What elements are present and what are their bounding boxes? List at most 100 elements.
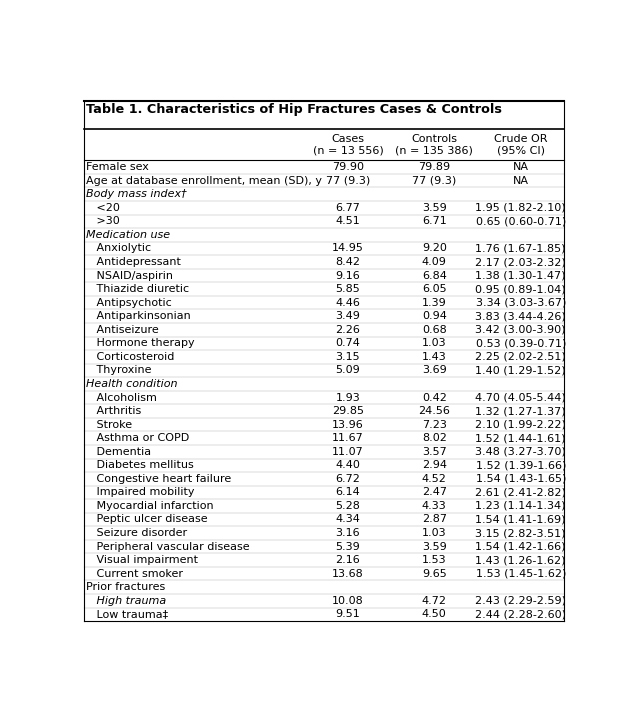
Text: Arthritis: Arthritis xyxy=(87,406,142,416)
Text: 1.54 (1.41-1.69): 1.54 (1.41-1.69) xyxy=(475,515,566,524)
Text: 1.40 (1.29-1.52): 1.40 (1.29-1.52) xyxy=(475,365,566,375)
Text: Table 1. Characteristics of Hip Fractures Cases & Controls: Table 1. Characteristics of Hip Fracture… xyxy=(87,103,502,116)
Text: 10.08: 10.08 xyxy=(332,596,364,606)
Text: 2.16: 2.16 xyxy=(336,555,360,565)
Text: 4.34: 4.34 xyxy=(336,515,360,524)
Text: Impaired mobility: Impaired mobility xyxy=(87,487,195,498)
Text: 6.71: 6.71 xyxy=(422,216,447,227)
Text: 6.84: 6.84 xyxy=(422,270,447,281)
Text: 1.52 (1.44-1.61): 1.52 (1.44-1.61) xyxy=(475,433,566,444)
Text: 1.76 (1.67-1.85): 1.76 (1.67-1.85) xyxy=(475,244,566,253)
Text: 24.56: 24.56 xyxy=(418,406,450,416)
Text: 2.43 (2.29-2.59): 2.43 (2.29-2.59) xyxy=(475,596,566,606)
Text: NSAID/aspirin: NSAID/aspirin xyxy=(87,270,173,281)
Text: 1.95 (1.82-2.10): 1.95 (1.82-2.10) xyxy=(475,203,566,213)
Text: Seizure disorder: Seizure disorder xyxy=(87,528,188,538)
Text: Female sex: Female sex xyxy=(87,162,149,172)
Text: 5.39: 5.39 xyxy=(336,541,360,552)
Text: Congestive heart failure: Congestive heart failure xyxy=(87,474,231,484)
Text: 9.16: 9.16 xyxy=(336,270,360,281)
Text: 3.57: 3.57 xyxy=(422,447,447,457)
Text: Antipsychotic: Antipsychotic xyxy=(87,298,172,308)
Text: Antiseizure: Antiseizure xyxy=(87,325,159,335)
Text: Cases
(n = 13 556): Cases (n = 13 556) xyxy=(313,134,383,156)
Text: 5.09: 5.09 xyxy=(336,365,360,375)
Text: 13.68: 13.68 xyxy=(332,569,364,579)
Text: 2.61 (2.41-2.82): 2.61 (2.41-2.82) xyxy=(475,487,566,498)
Text: 0.65 (0.60-0.71): 0.65 (0.60-0.71) xyxy=(475,216,566,227)
Text: 3.59: 3.59 xyxy=(422,203,447,213)
Text: 79.90: 79.90 xyxy=(332,162,364,172)
Text: Visual impairment: Visual impairment xyxy=(87,555,198,565)
Text: NA: NA xyxy=(513,176,529,186)
Text: 1.38 (1.30-1.47): 1.38 (1.30-1.47) xyxy=(475,270,566,281)
Text: 1.39: 1.39 xyxy=(422,298,447,308)
Text: Health condition: Health condition xyxy=(87,379,178,389)
Text: 4.52: 4.52 xyxy=(422,474,447,484)
Text: 3.16: 3.16 xyxy=(336,528,360,538)
Text: 0.94: 0.94 xyxy=(422,311,447,321)
Text: 2.44 (2.28-2.60): 2.44 (2.28-2.60) xyxy=(475,610,566,620)
Text: 1.54 (1.43-1.65): 1.54 (1.43-1.65) xyxy=(475,474,566,484)
Text: 9.65: 9.65 xyxy=(422,569,447,579)
Text: Controls
(n = 135 386): Controls (n = 135 386) xyxy=(396,134,473,156)
Text: 77 (9.3): 77 (9.3) xyxy=(412,176,456,186)
Text: <20: <20 xyxy=(87,203,120,213)
Text: 0.42: 0.42 xyxy=(422,393,447,403)
Text: 29.85: 29.85 xyxy=(332,406,364,416)
Text: 6.77: 6.77 xyxy=(336,203,360,213)
Text: High trauma: High trauma xyxy=(87,596,167,606)
Text: Thiazide diuretic: Thiazide diuretic xyxy=(87,284,190,294)
Text: 1.03: 1.03 xyxy=(422,339,447,348)
Text: 1.43 (1.26-1.62): 1.43 (1.26-1.62) xyxy=(475,555,566,565)
Text: 0.95 (0.89-1.04): 0.95 (0.89-1.04) xyxy=(475,284,566,294)
Text: Stroke: Stroke xyxy=(87,420,133,429)
Text: Diabetes mellitus: Diabetes mellitus xyxy=(87,460,194,470)
Text: 3.49: 3.49 xyxy=(336,311,360,321)
Text: 4.40: 4.40 xyxy=(336,460,360,470)
Text: Myocardial infarction: Myocardial infarction xyxy=(87,501,214,511)
Text: Peripheral vascular disease: Peripheral vascular disease xyxy=(87,541,250,552)
Text: 4.46: 4.46 xyxy=(336,298,360,308)
Text: 2.25 (2.02-2.51): 2.25 (2.02-2.51) xyxy=(475,352,566,362)
Text: 8.42: 8.42 xyxy=(336,257,360,267)
Text: Prior fractures: Prior fractures xyxy=(87,582,166,592)
Text: 79.89: 79.89 xyxy=(418,162,451,172)
Text: Dementia: Dementia xyxy=(87,447,152,457)
Text: Thyroxine: Thyroxine xyxy=(87,365,152,375)
Text: Antidepressant: Antidepressant xyxy=(87,257,181,267)
Text: Alcoholism: Alcoholism xyxy=(87,393,157,403)
Text: NA: NA xyxy=(513,162,529,172)
Text: 0.53 (0.39-0.71): 0.53 (0.39-0.71) xyxy=(475,339,566,348)
Text: 3.59: 3.59 xyxy=(422,541,447,552)
Text: 6.14: 6.14 xyxy=(336,487,360,498)
Text: 11.07: 11.07 xyxy=(332,447,364,457)
Text: Hormone therapy: Hormone therapy xyxy=(87,339,195,348)
Text: 1.53: 1.53 xyxy=(422,555,447,565)
Text: 3.15 (2.82-3.51): 3.15 (2.82-3.51) xyxy=(475,528,566,538)
Text: 1.03: 1.03 xyxy=(422,528,447,538)
Text: 1.53 (1.45-1.62): 1.53 (1.45-1.62) xyxy=(475,569,566,579)
Text: Asthma or COPD: Asthma or COPD xyxy=(87,433,190,444)
Text: 11.67: 11.67 xyxy=(332,433,364,444)
Text: 0.74: 0.74 xyxy=(336,339,360,348)
Text: Age at database enrollment, mean (SD), y: Age at database enrollment, mean (SD), y xyxy=(87,176,322,186)
Text: 3.83 (3.44-4.26): 3.83 (3.44-4.26) xyxy=(475,311,566,321)
Text: 6.72: 6.72 xyxy=(336,474,360,484)
Text: 2.10 (1.99-2.22): 2.10 (1.99-2.22) xyxy=(475,420,566,429)
Text: 1.52 (1.39-1.66): 1.52 (1.39-1.66) xyxy=(475,460,566,470)
Text: Low trauma‡: Low trauma‡ xyxy=(87,610,169,620)
Text: 2.47: 2.47 xyxy=(422,487,447,498)
Text: 3.42 (3.00-3.90): 3.42 (3.00-3.90) xyxy=(475,325,566,335)
Text: 4.50: 4.50 xyxy=(422,610,447,620)
Text: Crude OR
(95% CI): Crude OR (95% CI) xyxy=(494,134,547,156)
Text: 14.95: 14.95 xyxy=(332,244,364,253)
Text: Current smoker: Current smoker xyxy=(87,569,183,579)
Text: 6.05: 6.05 xyxy=(422,284,447,294)
Text: 4.51: 4.51 xyxy=(336,216,360,227)
Text: 3.69: 3.69 xyxy=(422,365,447,375)
Text: 9.20: 9.20 xyxy=(422,244,447,253)
Text: 3.15: 3.15 xyxy=(336,352,360,362)
Text: 5.28: 5.28 xyxy=(336,501,360,511)
Text: 13.96: 13.96 xyxy=(332,420,364,429)
